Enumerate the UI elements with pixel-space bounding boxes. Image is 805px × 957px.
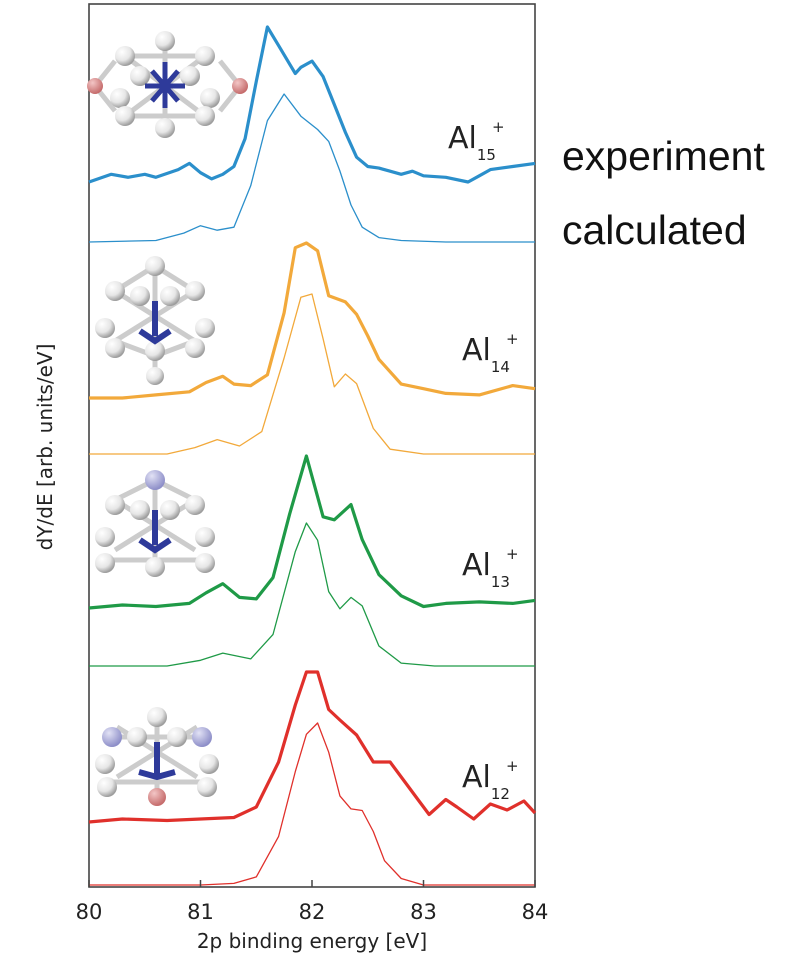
- legend-calculated: calculated: [562, 207, 747, 253]
- experiment-line-al15: [88, 25, 536, 184]
- calculated-line-al13: [89, 522, 535, 667]
- series-label-al15: Al15+: [448, 118, 505, 164]
- calculated-line-al15: [88, 93, 535, 243]
- series-label-al14: Al14+: [462, 330, 519, 376]
- cluster-structure-icon-al12: [95, 707, 219, 806]
- y-axis-title: dY/dE [arb. units/eV]: [33, 344, 57, 551]
- x-axis: 80 81 82 83 84: [76, 880, 549, 924]
- x-tick-label: 83: [410, 900, 437, 924]
- cluster-structure-icon-al15: [87, 31, 248, 138]
- x-tick-label: 81: [187, 900, 214, 924]
- cluster-structure-icon-al13: [95, 470, 215, 577]
- x-axis-title: 2p binding energy [eV]: [197, 929, 427, 953]
- legend-experiment: experiment: [562, 133, 765, 179]
- experiment-line-al14: [89, 241, 536, 400]
- series-layer: [88, 25, 537, 886]
- experiment-line-al12: [88, 670, 537, 824]
- experiment-line-al13: [88, 454, 536, 610]
- calculated-line-al14: [89, 293, 535, 455]
- x-tick-label: 84: [522, 900, 549, 924]
- calculated-line-al12: [89, 722, 535, 886]
- series-label-al12: Al12+: [462, 757, 519, 803]
- x-tick-label: 80: [76, 900, 103, 924]
- x-tick-label: 82: [299, 900, 326, 924]
- cluster-structure-icon-al14: [95, 256, 215, 385]
- series-label-al13: Al13+: [462, 545, 519, 591]
